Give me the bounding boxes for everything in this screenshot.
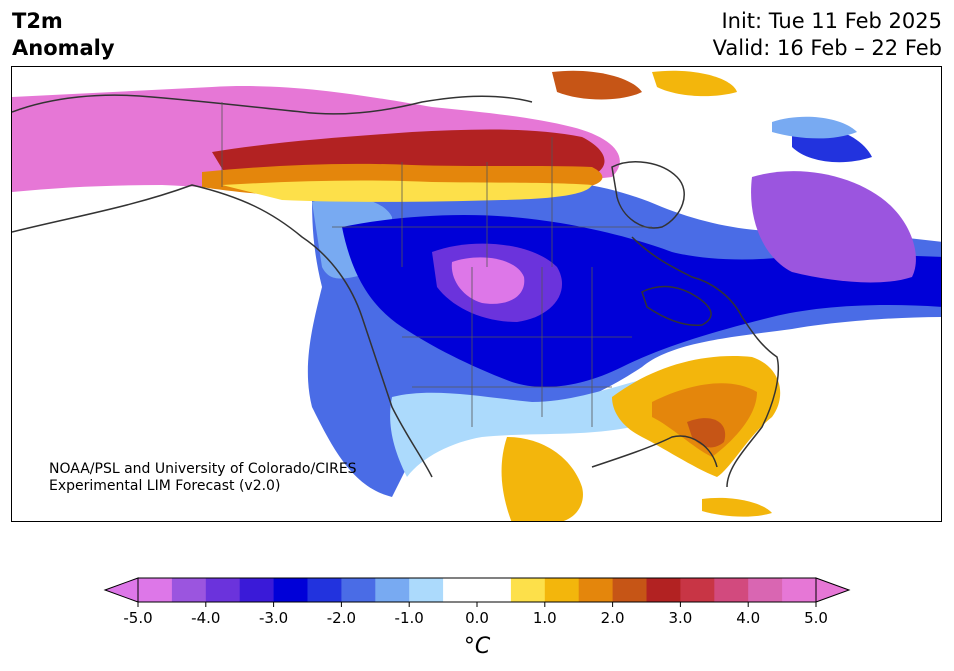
colorbar-tick-label: 0.0 (465, 609, 489, 627)
colorbar-cell (171, 578, 207, 602)
colorbar-cell (477, 578, 512, 602)
east-canada-cold (751, 171, 916, 283)
title-line-2: Anomaly (12, 36, 115, 60)
colorbar-cell (612, 578, 648, 602)
colorbar-cell (273, 578, 309, 602)
cool-fringe (390, 377, 663, 477)
colorbar-cell (307, 578, 342, 602)
colorbar-cell (646, 578, 681, 602)
colorbar-extend-high (815, 577, 851, 603)
mexico-warm (501, 437, 583, 521)
colorbar-unit: °C (464, 634, 491, 659)
valid-range: Valid: 16 Feb – 22 Feb (712, 36, 942, 60)
colorbar-cell (205, 578, 241, 602)
arctic-warm (552, 70, 642, 100)
state-borders (402, 267, 632, 427)
colorbar-cell (680, 578, 715, 602)
coastlines (12, 94, 780, 488)
hudson-bay (611, 161, 685, 229)
political-borders (221, 102, 652, 427)
gulf-coast (591, 435, 718, 468)
colorbar-tick-label: 3.0 (668, 609, 692, 627)
colorbar-cell (443, 578, 478, 602)
colorbar-cell (714, 578, 749, 602)
colorbar-cell (578, 578, 614, 602)
colorbar-cell (375, 578, 410, 602)
cuba-warm (702, 497, 772, 517)
colorbar-cell (510, 578, 546, 602)
colorbar-cell (138, 578, 173, 602)
atlantic-coast (631, 236, 780, 488)
pacific-coast (12, 184, 433, 478)
colorbar-tick-label: 4.0 (736, 609, 760, 627)
colorbar-tick-label: 5.0 (804, 609, 828, 627)
colorbar-tick-label: -4.0 (191, 609, 220, 627)
colorbar-tick-label: -5.0 (123, 609, 152, 627)
great-lakes (641, 285, 712, 326)
cold-core (451, 257, 525, 304)
colorbar-ticks: -5.0 -4.0 -3.0 -2.0 -1.0 0.0 1.0 2.0 3.0 4.0 5.0 (123, 602, 828, 627)
anomaly-map: NOAA/PSL and University of Colorado/CIRE… (11, 66, 942, 522)
map-title: T2m Anomaly (12, 8, 115, 62)
anomaly-fields (12, 70, 941, 521)
colorbar-extend-low (103, 577, 139, 603)
credit-line-1: NOAA/PSL and University of Colorado/CIRE… (49, 461, 357, 477)
province-borders (401, 137, 553, 267)
warm-band-yellow (222, 180, 592, 202)
colorbar-cell (748, 578, 783, 602)
colorbar-tick-label: -1.0 (395, 609, 424, 627)
colorbar-tick-label: 1.0 (533, 609, 557, 627)
map-canvas (12, 70, 941, 521)
map-credit: NOAA/PSL and University of Colorado/CIRE… (49, 461, 357, 495)
credit-line-2: Experimental LIM Forecast (v2.0) (49, 478, 281, 494)
title-line-1: T2m (12, 9, 63, 33)
colorbar-tick-label: 2.0 (601, 609, 625, 627)
arctic-coast (12, 94, 533, 115)
colorbar-cell (544, 578, 580, 602)
colorbar-tick-label: -2.0 (327, 609, 356, 627)
forecast-dates: Init: Tue 11 Feb 2025 Valid: 16 Feb – 22… (713, 8, 942, 62)
init-date: Init: Tue 11 Feb 2025 (721, 9, 942, 33)
colorbar-cell (782, 578, 817, 602)
arctic-warm-2 (652, 70, 737, 97)
colorbar-cells (138, 578, 817, 602)
colorbar-tick-label: -3.0 (259, 609, 288, 627)
colorbar-cell (341, 578, 376, 602)
colorbar-cell (409, 578, 444, 602)
colorbar-cell (239, 578, 275, 602)
baffin-cool (772, 116, 857, 139)
